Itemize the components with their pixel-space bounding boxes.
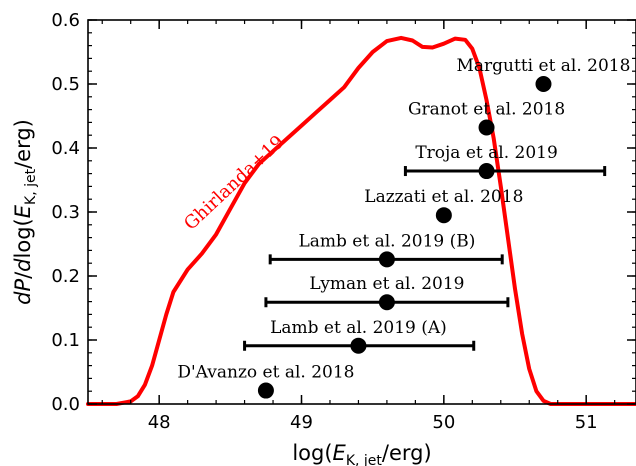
data-point	[378, 251, 395, 268]
y-tick-label: 0.4	[51, 138, 80, 159]
y-tick-label: 0.3	[51, 202, 80, 223]
y-axis-label: dP/dlog(EK, jet/erg)	[11, 119, 39, 305]
x-axis-label: log(EK, jet/erg)	[292, 441, 431, 466]
data-point	[350, 337, 367, 354]
data-label: Lyman et al. 2019	[309, 274, 464, 294]
x-tick-label: 49	[290, 412, 313, 433]
data-point	[535, 76, 552, 92]
x-tick-label: 50	[432, 412, 455, 433]
data-point	[478, 163, 495, 180]
x-tick-label: 51	[575, 412, 598, 433]
data-label: Granot et al. 2018	[408, 100, 565, 120]
data-point	[478, 119, 495, 136]
data-label: Lamb et al. 2019 (B)	[298, 231, 475, 251]
data-label: D'Avanzo et al. 2018	[177, 363, 354, 383]
data-point	[435, 207, 452, 224]
x-tick-label: 48	[148, 412, 171, 433]
data-point	[378, 294, 395, 311]
data-point	[257, 382, 274, 399]
curve-label: Ghirlanda+19	[180, 131, 288, 234]
y-tick-label: 0.6	[51, 10, 80, 31]
curve-line	[86, 35, 636, 406]
data-label: Margutti et al. 2018	[457, 56, 631, 76]
y-tick-label: 0.5	[51, 74, 80, 95]
y-tick-label: 0.2	[51, 266, 80, 287]
y-tick-label: 0.1	[51, 330, 80, 351]
data-label: Lazzati et al. 2018	[364, 187, 523, 207]
ticks-layer: 48 49 50 51 0.0 0.1 0.2 0.3 0.4 0.5 0.6	[51, 10, 636, 433]
data-label: Lamb et al. 2019 (A)	[270, 318, 447, 338]
data-label: Troja et al. 2019	[415, 143, 557, 163]
y-tick-label: 0.0	[51, 394, 80, 415]
marks-layer: Ghirlanda+19 Margutti et al. 2018 Granot e…	[86, 35, 636, 406]
